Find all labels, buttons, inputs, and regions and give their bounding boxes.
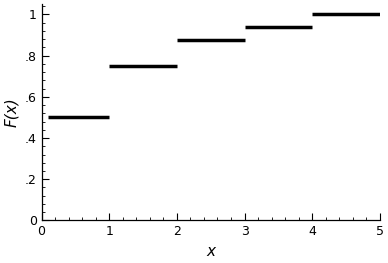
X-axis label: x: x (206, 244, 215, 259)
Y-axis label: F(x): F(x) (4, 97, 19, 127)
